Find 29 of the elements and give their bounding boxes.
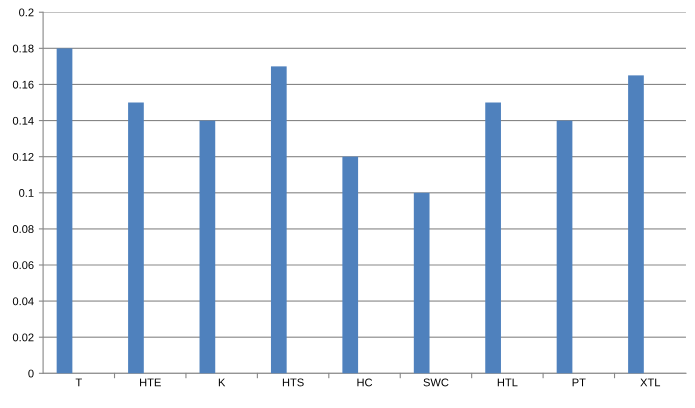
y-tick-label: 0.2 bbox=[19, 8, 34, 16]
bar bbox=[414, 192, 430, 374]
bar bbox=[342, 156, 358, 374]
y-tick-label: 0.1 bbox=[19, 189, 34, 197]
y-tick-label: 0.18 bbox=[12, 44, 34, 52]
x-tick-label: HTS bbox=[282, 378, 304, 386]
y-tick-label: 0 bbox=[28, 370, 34, 378]
bar bbox=[628, 75, 644, 374]
bar bbox=[128, 102, 144, 374]
y-tick-label: 0.12 bbox=[12, 152, 34, 161]
y-tick-label: 0.16 bbox=[12, 80, 34, 89]
y-tick-label: 0.08 bbox=[12, 225, 34, 234]
y-tick-label: 0.14 bbox=[12, 116, 34, 125]
x-tick-label: T bbox=[76, 378, 82, 386]
x-tick-label: SWC bbox=[424, 378, 448, 386]
y-tick-label: 0.02 bbox=[12, 333, 34, 342]
bar bbox=[270, 66, 287, 374]
bar bbox=[56, 48, 72, 374]
x-tick-label: XTL bbox=[640, 378, 660, 386]
y-tick-label: 0.06 bbox=[12, 261, 34, 270]
bar bbox=[485, 102, 501, 374]
x-tick-label: HTE bbox=[140, 378, 161, 386]
x-tick-label: PT bbox=[572, 378, 586, 386]
x-tick-label: HC bbox=[357, 378, 372, 386]
x-tick-label: K bbox=[218, 378, 226, 386]
bar bbox=[200, 120, 216, 374]
x-tick-label: HTL bbox=[498, 378, 518, 386]
y-tick-label: 0.04 bbox=[12, 297, 34, 306]
bar bbox=[556, 120, 572, 374]
